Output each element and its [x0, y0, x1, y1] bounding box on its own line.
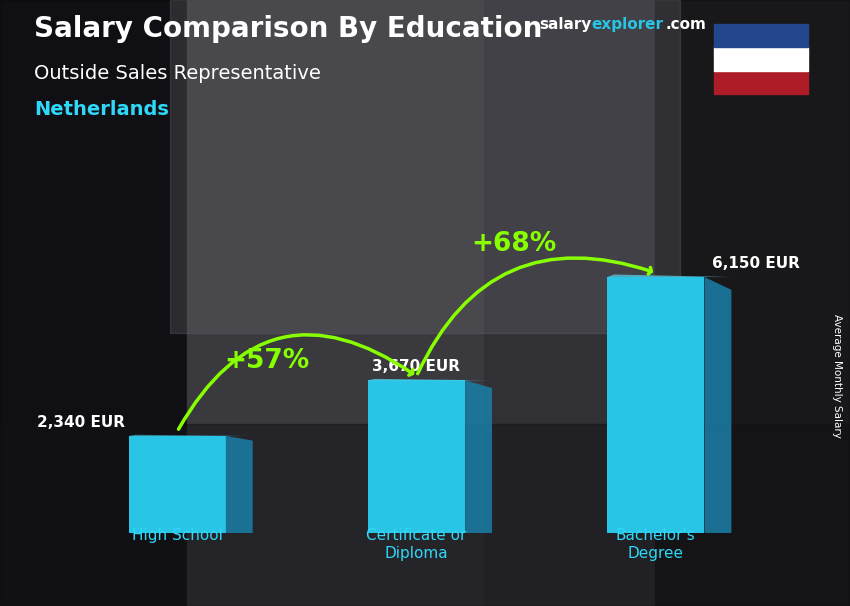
Polygon shape — [128, 436, 226, 533]
Polygon shape — [226, 436, 252, 533]
Text: explorer: explorer — [592, 17, 664, 32]
Polygon shape — [607, 277, 705, 533]
Text: +68%: +68% — [471, 231, 557, 257]
Polygon shape — [607, 275, 731, 277]
Bar — [484, 0, 654, 606]
Text: +57%: +57% — [224, 348, 309, 374]
Bar — [714, 47, 808, 71]
Bar — [714, 71, 808, 94]
Text: High School: High School — [132, 528, 223, 544]
Bar — [0, 424, 850, 606]
Text: Bachelor's
Degree: Bachelor's Degree — [616, 528, 696, 561]
Polygon shape — [368, 379, 492, 381]
Text: .com: .com — [666, 17, 706, 32]
Polygon shape — [705, 277, 731, 533]
Bar — [654, 0, 850, 606]
Text: Salary Comparison By Education: Salary Comparison By Education — [34, 15, 542, 43]
Bar — [187, 0, 484, 606]
Text: salary: salary — [540, 17, 592, 32]
Text: Certificate or
Diploma: Certificate or Diploma — [366, 528, 467, 561]
Text: Netherlands: Netherlands — [34, 100, 169, 119]
Text: 3,670 EUR: 3,670 EUR — [372, 359, 461, 374]
Text: 6,150 EUR: 6,150 EUR — [712, 256, 800, 271]
Text: 2,340 EUR: 2,340 EUR — [37, 415, 125, 430]
Polygon shape — [465, 381, 492, 533]
Polygon shape — [368, 381, 465, 533]
Bar — [170, 0, 680, 333]
Bar — [714, 24, 808, 47]
Text: Average Monthly Salary: Average Monthly Salary — [832, 314, 842, 438]
Bar — [0, 0, 187, 606]
Polygon shape — [128, 435, 252, 436]
Text: Outside Sales Representative: Outside Sales Representative — [34, 64, 320, 82]
